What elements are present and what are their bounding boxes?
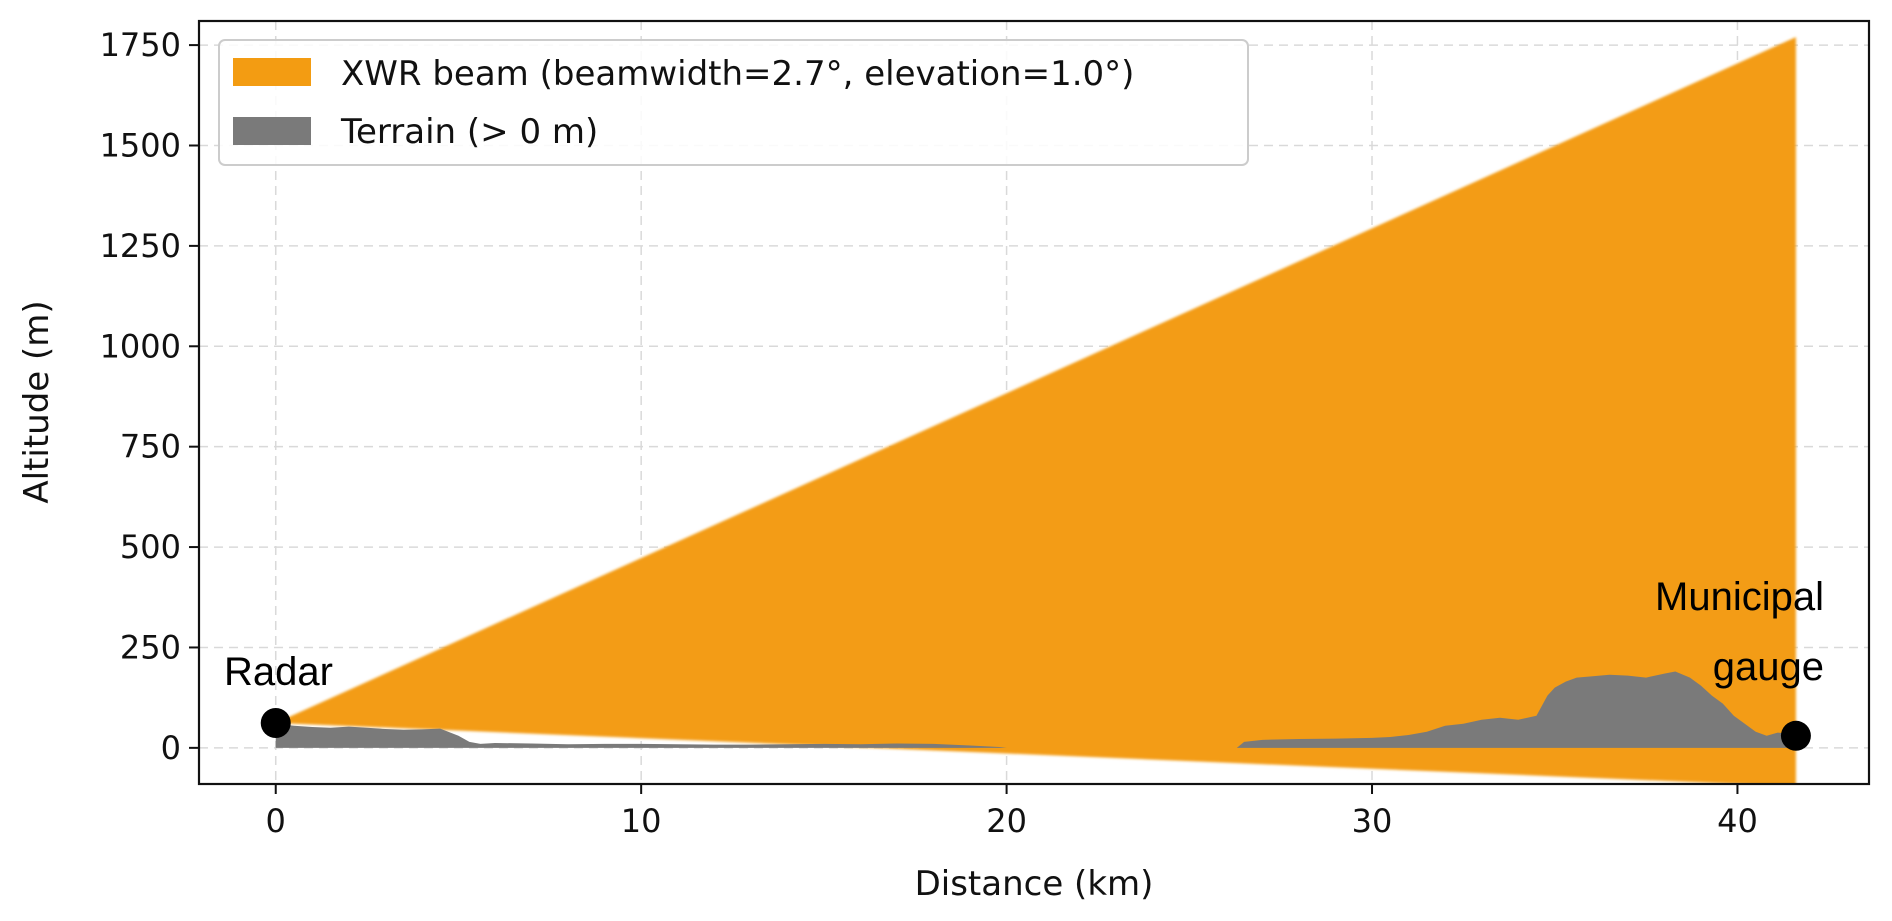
- legend-label-terrain: Terrain (> 0 m): [340, 112, 598, 152]
- y-tick-label: 250: [120, 628, 181, 666]
- x-tick-label: 40: [1717, 802, 1758, 840]
- plot-area: [275, 37, 1796, 784]
- plot-frame: [197, 19, 1871, 786]
- y-tick-label: 0: [161, 729, 181, 767]
- point-markers: Radar Municipal gauge: [224, 575, 1824, 751]
- y-tick-label: 1750: [100, 26, 181, 64]
- x-tick-label: 20: [986, 802, 1027, 840]
- legend-swatch-terrain: [233, 117, 311, 145]
- y-tick-label: 1250: [100, 227, 181, 265]
- legend-box: [218, 39, 1249, 166]
- gauge-marker: [1780, 720, 1811, 751]
- radar-label: Radar: [224, 650, 333, 694]
- y-tick-label: 500: [120, 528, 181, 566]
- gauge-label: Municipal gauge: [1655, 575, 1824, 689]
- x-tick-label: 0: [266, 802, 286, 840]
- legend-swatch-beam: [233, 58, 311, 86]
- legend-label-beam: XWR beam (beamwidth=2.7°, elevation=1.0°…: [341, 54, 1134, 94]
- axes: 0 10 20 30 40 0 250 500 750 1000 1250 1500 1750: [100, 26, 1758, 840]
- radar-marker: [260, 707, 291, 738]
- terrain-area: [275, 671, 1796, 748]
- x-axis-title: Distance (km): [915, 864, 1154, 904]
- x-tick-label: 10: [621, 802, 662, 840]
- x-tick-label: 30: [1352, 802, 1393, 840]
- y-axis-title: Altitude (m): [17, 300, 57, 503]
- beam-area: [275, 37, 1796, 784]
- y-tick-label: 750: [120, 428, 181, 466]
- y-tick-label: 1500: [100, 126, 181, 164]
- legend: XWR beam (beamwidth=2.7°, elevation=1.0°…: [218, 39, 1249, 166]
- y-tick-label: 1000: [100, 327, 181, 365]
